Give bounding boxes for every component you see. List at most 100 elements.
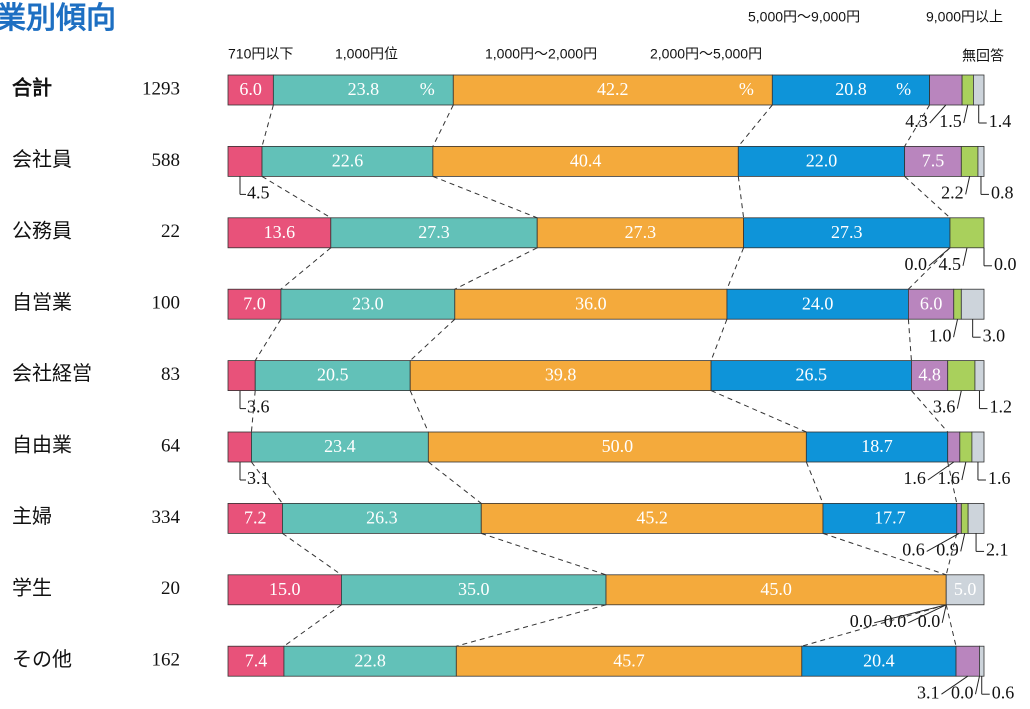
category-label: 会社員 [12, 148, 72, 171]
bar-segment [805, 431, 949, 463]
count-label: 83 [161, 364, 180, 385]
category-label: 自由業 [12, 434, 72, 457]
category-label: 学生 [12, 576, 52, 599]
value-label: 6.0 [920, 293, 943, 313]
bar-segment [737, 145, 906, 177]
leader-line [962, 247, 968, 266]
bar-segment [427, 431, 807, 463]
value-label: 3.6 [933, 397, 956, 417]
connector [428, 461, 482, 504]
bar-segment [227, 574, 342, 606]
bar-segment [432, 145, 739, 177]
connector [254, 318, 282, 361]
value-label: 7.5 [922, 151, 945, 171]
value-label: 0.0 [850, 611, 873, 631]
leader-line [974, 676, 980, 695]
bar-segment [452, 74, 773, 106]
connector [945, 533, 958, 575]
bar-segment [953, 288, 962, 320]
connector [710, 319, 728, 361]
bar-segment [960, 288, 985, 320]
connector [904, 176, 951, 219]
value-label: 3.0 [983, 325, 1006, 345]
value-label: 7.2 [244, 508, 267, 528]
value-label: 24.0 [802, 293, 834, 313]
connector [805, 461, 824, 504]
connector [454, 247, 538, 290]
connector [737, 104, 773, 147]
bar-segment [945, 574, 985, 606]
connector [726, 247, 745, 290]
connector [283, 604, 342, 647]
value-label: 45.7 [613, 650, 645, 670]
bar-segment [960, 502, 969, 534]
bar-segment [967, 502, 985, 534]
connector [710, 390, 807, 433]
value-label: 1.4 [989, 111, 1012, 131]
bar-segment [979, 645, 985, 677]
bar-segment [961, 74, 974, 106]
value-label: 27.3 [418, 222, 450, 242]
value-label: 22.6 [332, 151, 364, 171]
value-label: 1.2 [989, 397, 1012, 417]
connector [481, 532, 607, 576]
value-label: 3.6 [247, 397, 270, 417]
leader-line [929, 104, 947, 124]
value-label: 26.5 [796, 365, 828, 385]
leader-line [965, 176, 971, 195]
bar-segment [955, 645, 980, 677]
category-label: 自営業 [12, 291, 72, 314]
bar-segment [227, 360, 256, 392]
bar-segment [947, 360, 976, 392]
value-label: 15.0 [269, 579, 301, 599]
legend-label: 無回答 [962, 48, 1004, 64]
bar-segment [227, 645, 285, 677]
unit-label: % [739, 79, 754, 99]
value-label: 3.1 [917, 682, 940, 702]
value-label: 4.8 [918, 365, 941, 385]
leader-line [941, 675, 969, 695]
count-label: 100 [152, 293, 181, 314]
bar-segment [254, 360, 411, 392]
value-label: 1.0 [929, 325, 952, 345]
bar-segment [280, 288, 456, 320]
leader-line [907, 604, 947, 624]
bar-segment [227, 431, 252, 463]
value-label: 23.0 [352, 293, 384, 313]
leader-line [956, 390, 962, 409]
legend-label: 1,000円～2,000円 [485, 46, 597, 62]
value-label: 27.3 [625, 222, 657, 242]
value-label: 0.8 [991, 183, 1014, 203]
value-label: 26.3 [366, 508, 398, 528]
bar-segment [947, 431, 961, 463]
category-label: 主婦 [12, 505, 52, 528]
bar-segment [227, 145, 263, 177]
value-label: 0.6 [992, 682, 1015, 702]
value-label: 7.4 [245, 650, 268, 670]
legend-label: 1,000円位 [335, 46, 398, 62]
connector [261, 175, 332, 219]
bar-segment [251, 431, 429, 463]
bar-segment [261, 145, 434, 177]
bar-segment [605, 574, 947, 606]
bar-segment [454, 288, 728, 320]
bar-segment [409, 360, 712, 392]
value-label: 36.0 [575, 293, 607, 313]
bar-segment [272, 74, 454, 106]
count-label: 334 [152, 507, 181, 528]
legend-label: 2,000円～5,000円 [650, 46, 762, 62]
bar-segment [904, 145, 962, 177]
connector [907, 319, 912, 361]
value-label: 17.7 [874, 508, 906, 528]
value-label: 0.0 [904, 254, 927, 274]
value-label: 42.2 [597, 79, 629, 99]
count-label: 1293 [142, 78, 180, 99]
bar-segment [973, 74, 985, 106]
value-label: 23.8 [348, 79, 380, 99]
connector [280, 247, 332, 290]
connector [432, 104, 454, 147]
bar-segment [455, 645, 803, 677]
value-label: 20.8 [835, 79, 867, 99]
unit-label: % [420, 79, 435, 99]
value-label: 4.3 [905, 111, 928, 131]
